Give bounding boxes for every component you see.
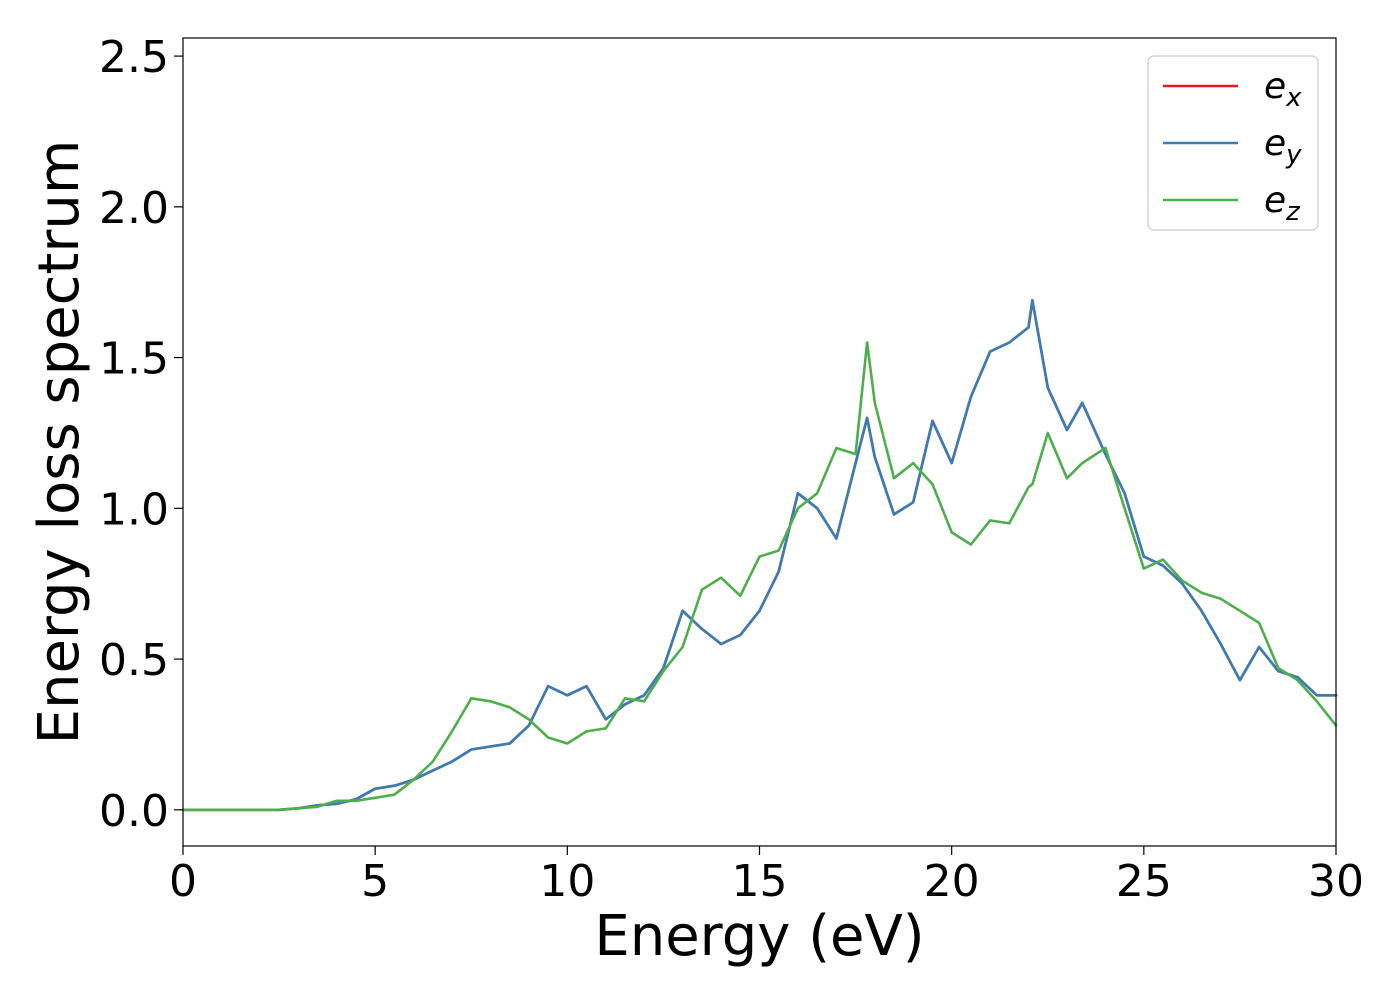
series-line-ex <box>181 298 1338 812</box>
y-tick-label: 1.5 <box>99 334 169 385</box>
x-axis-ticks: 0 5 10 15 20 25 30 <box>169 846 1364 907</box>
y-tick-label: 1.0 <box>99 484 169 535</box>
legend-label-ez: ez <box>1264 180 1301 227</box>
legend-label-ey: ey <box>1264 123 1302 170</box>
x-tick-label: 25 <box>1116 856 1172 907</box>
legend: ex ey ez <box>1147 55 1319 231</box>
x-tick-label: 0 <box>169 856 197 907</box>
x-tick-label: 15 <box>732 856 788 907</box>
series-lines <box>181 298 1338 812</box>
plot-area-frame <box>182 37 1337 847</box>
legend-label-ex: ex <box>1264 66 1302 113</box>
y-axis-title: Energy loss spectrum <box>27 140 92 745</box>
x-tick-label: 10 <box>539 856 595 907</box>
y-tick-label: 0.0 <box>99 786 169 837</box>
y-axis-ticks: 0.0 0.5 1.0 1.5 2.0 2.5 <box>99 32 183 837</box>
x-tick-label: 20 <box>924 856 980 907</box>
series-line-ez <box>181 341 1338 812</box>
y-tick-label: 0.5 <box>99 635 169 686</box>
x-tick-label: 30 <box>1308 856 1364 907</box>
series-line-ey <box>181 298 1338 812</box>
y-tick-label: 2.0 <box>99 183 169 234</box>
y-tick-label: 2.5 <box>99 32 169 83</box>
x-tick-label: 5 <box>361 856 389 907</box>
x-axis-title: Energy (eV) <box>594 904 924 969</box>
